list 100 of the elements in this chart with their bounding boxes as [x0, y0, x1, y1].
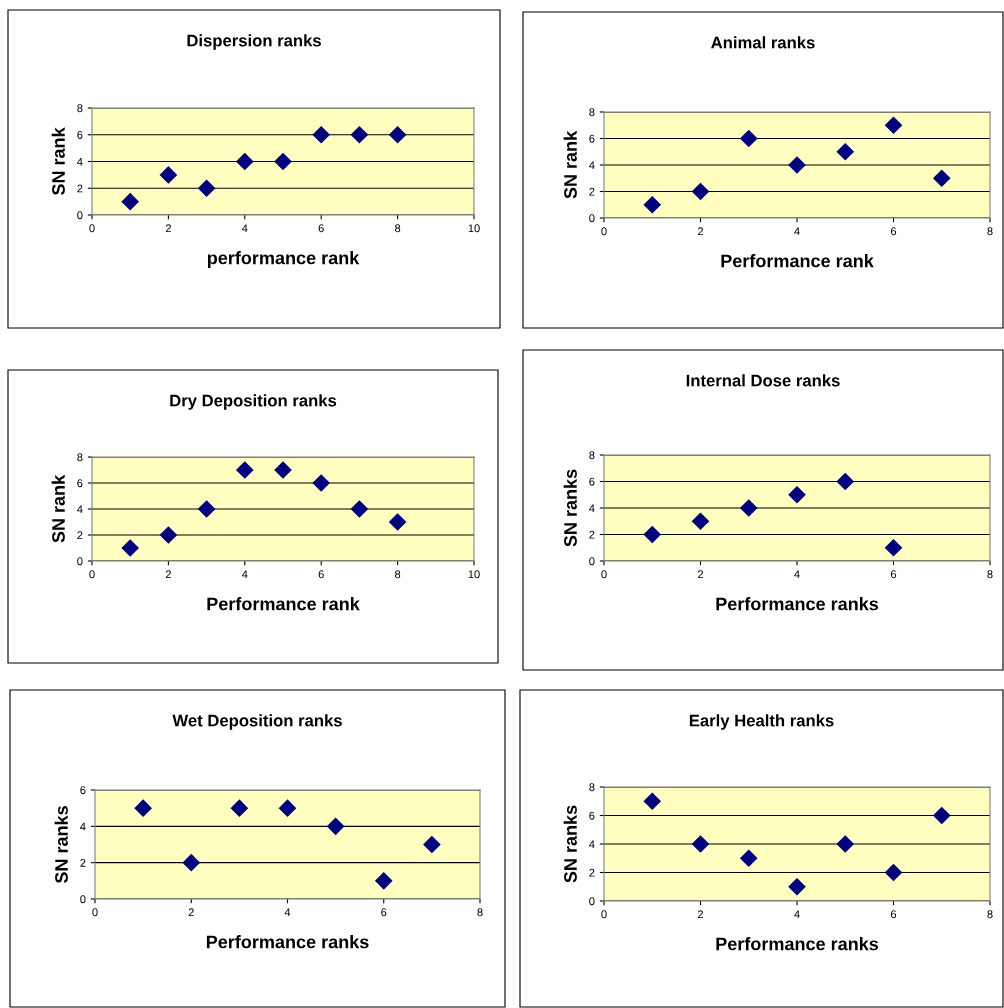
x-tick-label: 4 — [794, 570, 800, 579]
x-tick-label: 0 — [601, 570, 607, 579]
y-tick-label: 2 — [80, 858, 86, 867]
y-tick-label: 0 — [589, 557, 595, 566]
x-axis-title: performance rank — [207, 251, 360, 268]
x-tick-label: 6 — [381, 908, 387, 917]
x-tick-label: 4 — [241, 570, 248, 579]
x-axis-title: Performance ranks — [716, 597, 879, 611]
point — [159, 526, 177, 544]
y-tick-label: 4 — [80, 822, 86, 831]
x-axis-title: Performance ranks — [206, 935, 369, 949]
x-tick-label: 2 — [165, 570, 171, 579]
point — [691, 512, 710, 530]
point — [389, 513, 407, 531]
chart-title: Animal ranks — [711, 36, 815, 49]
y-tick-label: 4 — [589, 840, 595, 849]
y-tick-label: 2 — [589, 868, 595, 877]
point — [350, 126, 368, 144]
point — [884, 539, 903, 557]
x-axis-title: Performance rank — [207, 597, 360, 611]
x-tick-label: 6 — [890, 227, 897, 236]
x-tick-label: 0 — [601, 227, 607, 236]
x-tick-label: 4 — [241, 224, 248, 233]
x-tick-label: 4 — [284, 908, 291, 917]
y-tick-label: 6 — [589, 477, 595, 486]
x-tick-label: 2 — [188, 908, 194, 917]
x-tick-label: 8 — [477, 908, 483, 917]
y-axis-title: SN rank — [51, 474, 65, 543]
chart-title: Wet Deposition ranks — [172, 714, 342, 730]
point — [643, 525, 661, 544]
y-tick-label: 6 — [80, 786, 86, 795]
y-axis-title: SN ranks — [54, 806, 68, 884]
y-tick-label: 8 — [589, 108, 595, 117]
x-tick-label: 2 — [165, 224, 171, 233]
point — [884, 863, 903, 882]
point — [350, 500, 368, 518]
y-tick-label: 8 — [77, 104, 83, 113]
y-tick-label: 8 — [589, 451, 595, 460]
x-tick-label: 0 — [89, 224, 95, 233]
point — [740, 849, 758, 867]
y-tick-label: 0 — [80, 895, 86, 904]
x-tick-label: 6 — [890, 910, 897, 919]
x-tick-label: 6 — [318, 224, 324, 233]
y-axis-title: SN rank — [51, 127, 65, 196]
y-tick-label: 6 — [77, 131, 83, 139]
x-tick-label: 2 — [697, 910, 704, 919]
y-tick-label: 4 — [589, 504, 595, 513]
point — [643, 792, 661, 810]
y-tick-label: 2 — [77, 531, 83, 540]
y-tick-label: 2 — [589, 530, 595, 539]
point — [884, 116, 903, 134]
x-tick-label: 8 — [987, 910, 993, 919]
point — [121, 193, 139, 211]
point — [389, 126, 407, 144]
point — [933, 169, 951, 187]
chart-title: Early Health ranks — [689, 714, 834, 730]
point — [134, 799, 152, 817]
chart-title: Dry Deposition ranks — [170, 394, 337, 410]
y-tick-label: 8 — [589, 783, 595, 792]
point — [236, 461, 254, 479]
y-tick-label: 0 — [589, 214, 595, 223]
y-tick-label: 6 — [589, 134, 595, 143]
point — [236, 152, 254, 171]
point — [836, 472, 854, 491]
point — [933, 806, 951, 825]
x-axis-title: Performance ranks — [716, 937, 879, 951]
y-tick-label: 4 — [589, 161, 595, 170]
x-tick-label: 0 — [92, 908, 98, 917]
point — [691, 835, 710, 853]
point — [312, 126, 330, 144]
x-tick-label: 2 — [697, 570, 704, 579]
point — [198, 179, 216, 197]
point — [740, 129, 758, 148]
x-tick-label: 0 — [601, 910, 607, 919]
y-tick-label: 0 — [77, 557, 83, 566]
x-axis-title: Performance rank — [721, 254, 874, 268]
x-tick-label: 10 — [468, 570, 480, 579]
y-tick-label: 4 — [77, 505, 83, 514]
point — [312, 474, 330, 492]
point — [278, 799, 297, 817]
point — [788, 878, 806, 896]
point — [643, 196, 661, 214]
point — [159, 166, 177, 184]
y-tick-label: 4 — [77, 157, 83, 166]
x-tick-label: 6 — [318, 570, 324, 579]
point — [198, 500, 216, 518]
x-tick-label: 8 — [987, 570, 993, 579]
y-tick-label: 8 — [77, 453, 83, 462]
point — [423, 835, 441, 854]
point — [327, 817, 345, 835]
x-tick-label: 6 — [890, 570, 897, 579]
x-tick-label: 8 — [394, 570, 401, 579]
point — [836, 835, 854, 853]
point — [230, 799, 248, 817]
x-tick-label: 8 — [394, 224, 401, 233]
chart-title: Dispersion ranks — [187, 34, 321, 50]
chart-title: Internal Dose ranks — [686, 374, 840, 387]
point — [182, 854, 200, 872]
point — [788, 486, 806, 504]
x-tick-label: 8 — [987, 227, 993, 236]
